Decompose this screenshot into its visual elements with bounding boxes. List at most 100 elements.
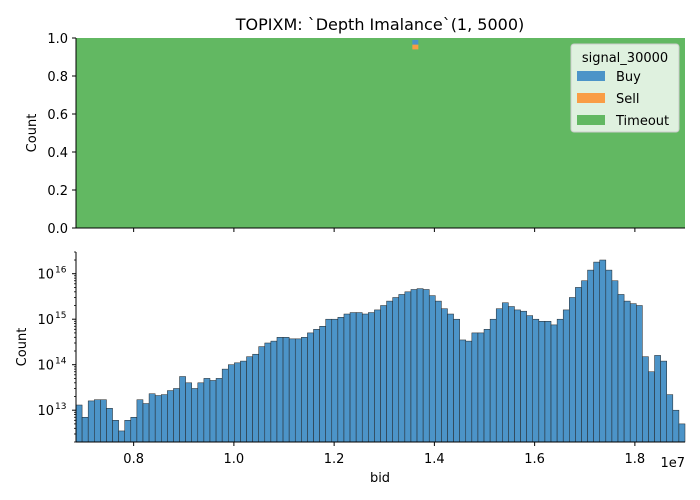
histogram-bar [94,399,101,443]
y-tick-base: 10 [37,359,54,374]
histogram-bar [228,364,235,443]
legend-label-sell: Sell [616,92,639,107]
legend-title: signal_30000 [582,51,668,66]
y-tick-base: 10 [37,404,54,419]
bottom-y-tick-label: 1015 [37,311,66,328]
histogram-bar [380,305,387,443]
histogram-bar [130,416,138,443]
histogram-bar [106,408,113,443]
histogram-bar [179,376,186,443]
top-y-tick-label: 0.4 [47,146,68,161]
histogram-bar [654,355,661,443]
histogram-bar [416,288,424,443]
histogram-bar [398,294,406,443]
top-x-ticks [133,228,636,232]
histogram-bar [307,332,314,443]
top-y-tick-label: 0.2 [47,184,68,199]
histogram-bar [173,388,180,443]
histogram-bar [361,313,369,443]
histogram-bar [87,400,95,443]
histogram-bar [282,337,290,443]
bottom-x-tick-label: 0.8 [123,452,144,467]
histogram-bar [483,329,491,443]
histogram-bar [136,399,144,443]
y-tick-exponent: 16 [55,266,67,276]
top-y-axis-label: Count [25,114,40,153]
histogram-bar [124,420,132,443]
histogram-bar [660,360,667,443]
top-y-tick-label: 0.8 [47,70,68,85]
histogram-bar [514,309,521,443]
top-spikes [412,39,419,50]
histogram-bar [191,388,199,443]
histogram-bar [368,312,375,443]
histogram-bar [623,300,631,443]
histogram-bar [526,315,533,443]
histogram-bar [575,287,582,443]
histogram-bar [81,416,89,443]
histogram-bar [532,318,540,443]
legend-swatch-timeout [577,115,605,125]
histogram-bar [428,295,436,443]
histogram-bar [508,306,515,443]
histogram-bar [325,318,333,443]
histogram-bar [167,390,174,443]
bottom-x-tick-label: 1.4 [424,452,445,467]
histogram-bar [197,382,205,443]
histogram-bar [221,368,229,443]
histogram-bar [435,300,442,443]
bottom-x-tick-label: 1.6 [524,452,545,467]
histogram-bar [112,420,119,443]
legend-swatch-buy [577,71,605,81]
histogram-bar [301,337,308,443]
histogram-bar [453,318,460,443]
histogram-bar [569,297,576,443]
histogram-bar [410,289,418,443]
top-y-tick-label: 0.6 [47,108,68,123]
histogram-bar [386,300,393,443]
legend-label-buy: Buy [616,70,641,85]
histogram-bar [258,346,266,443]
histogram-bar [337,317,345,443]
histogram-bar [392,297,400,443]
x-offset-exp: e7 [669,456,685,471]
histogram-bar [495,308,503,443]
spike-sell [412,44,419,50]
histogram-bar [313,329,320,443]
top-panel: 0.0 0.2 0.4 0.6 0.8 1.0 Count signal_30000 Bu… [25,32,685,237]
histogram-bar [100,399,107,443]
histogram-bar [441,308,448,443]
x-offset-text: 1e7 [660,456,685,471]
y-tick-base: 10 [37,268,54,283]
histogram-bar [319,326,326,443]
histogram-bar [118,430,125,443]
bottom-x-tick-label: 1.0 [224,452,245,467]
legend-swatch-sell [577,93,605,103]
histogram-bar [599,259,607,443]
x-axis-label: bid [370,471,390,486]
histogram-bar [459,339,467,443]
y-tick-exponent: 14 [55,357,67,367]
histogram-bar [489,318,497,443]
bottom-y-tick-label: 1016 [37,266,66,283]
histogram-bar [209,380,217,443]
histogram-bar [142,403,150,443]
histogram-bar [581,280,588,443]
y-tick-exponent: 15 [55,311,66,321]
histogram-bar [185,382,192,443]
chart-title: TOPIXM: `Depth Imalance`(1, 5000) [235,15,525,34]
histogram-bar [355,312,363,443]
histogram-bar [374,309,381,443]
histogram-bar [544,321,552,443]
histogram-bar [404,291,412,443]
histogram-bar [617,294,625,443]
histogram-bar [520,310,527,443]
top-y-ticks: 0.0 0.2 0.4 0.6 0.8 1.0 [47,32,76,237]
histogram-bar [587,269,594,443]
histogram-bar [465,340,473,443]
histogram-bar [161,394,168,443]
histogram-bar [288,338,296,443]
histogram-bar [556,318,564,443]
